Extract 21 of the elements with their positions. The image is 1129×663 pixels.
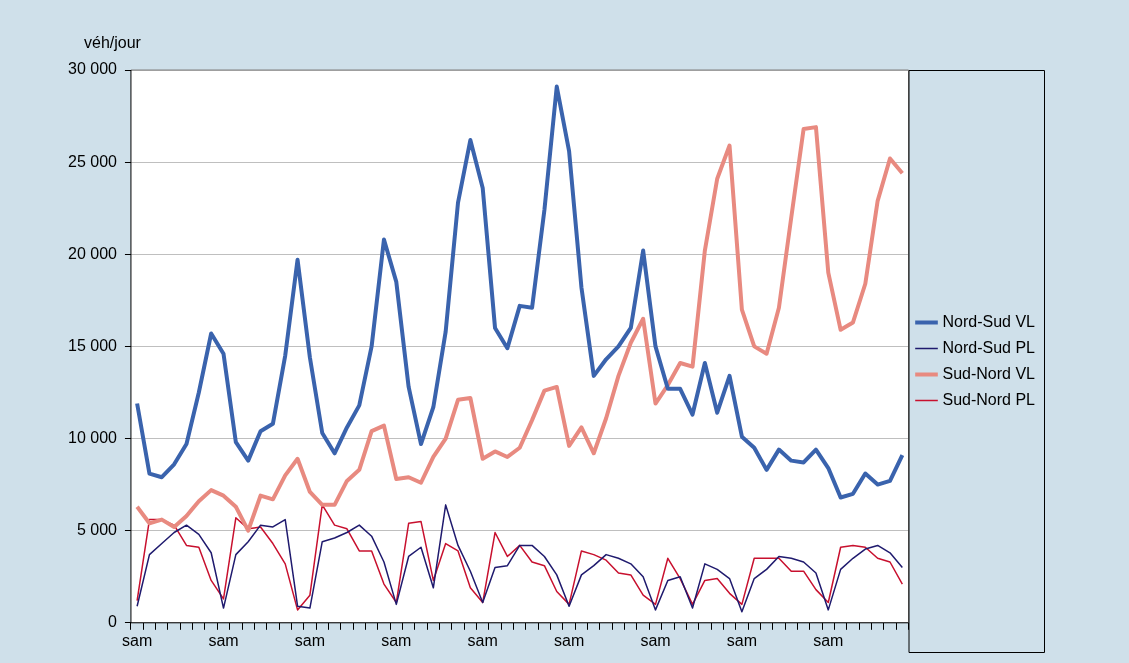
x-tick-label: sam (467, 631, 498, 649)
y-tick-label: 20 000 (68, 244, 118, 262)
y-tick-label: 30 000 (68, 60, 118, 78)
x-tick-label: sam (294, 631, 326, 649)
x-tick-label: sam (121, 631, 153, 649)
y-tick-label: 10 000 (68, 428, 118, 446)
x-tick-label: sam (813, 631, 844, 649)
legend-label: Nord-Sud PL (942, 338, 1036, 356)
x-tick-label: sam (640, 631, 671, 649)
x-tick-label: sam (208, 631, 239, 649)
x-tick-label: sam (381, 631, 412, 649)
legend-label: Sud-Nord VL (942, 364, 1036, 382)
y-tick-label: 5 000 (76, 521, 118, 539)
y-tick-label: 25 000 (68, 152, 118, 170)
y-axis-title: véh/jour (84, 34, 142, 51)
y-tick-label: 0 (108, 613, 118, 631)
legend-label: Nord-Sud VL (942, 312, 1036, 330)
legend-label: Sud-Nord PL (942, 390, 1036, 408)
x-tick-label: sam (553, 631, 585, 649)
y-tick-label: 15 000 (68, 336, 118, 354)
x-tick-label: sam (726, 631, 757, 649)
